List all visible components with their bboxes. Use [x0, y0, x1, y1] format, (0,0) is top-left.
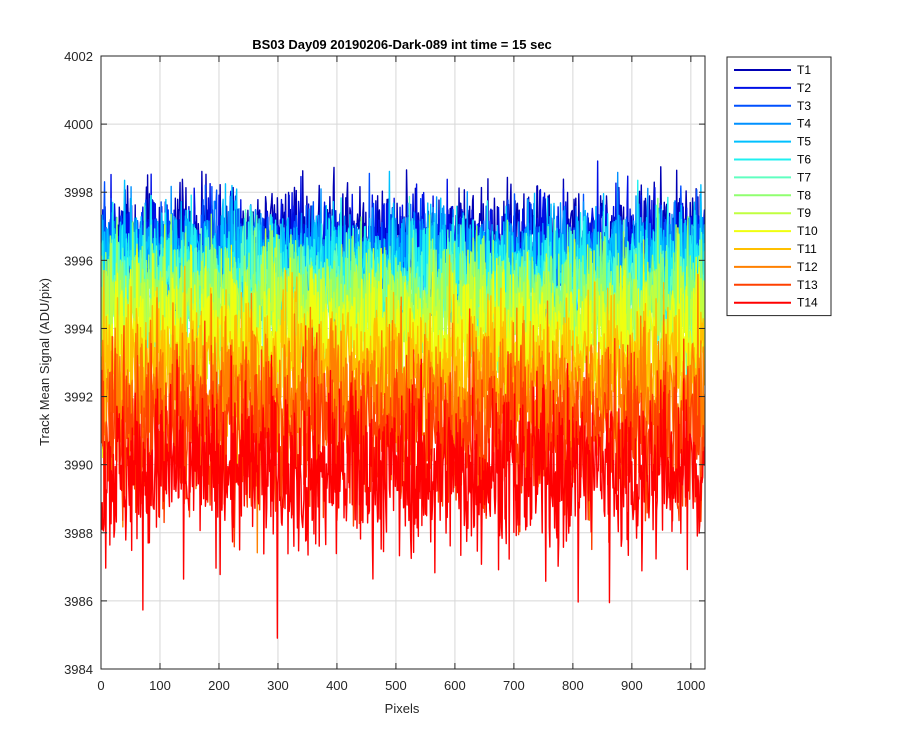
y-axis-label: Track Mean Signal (ADU/pix) [37, 278, 52, 446]
legend-entry: T13 [797, 278, 818, 292]
x-tick-label: 900 [621, 678, 643, 693]
y-tick-label: 3998 [64, 185, 93, 200]
y-tick-label: 3994 [64, 321, 93, 336]
x-tick-label: 0 [97, 678, 104, 693]
legend-entry: T11 [797, 242, 817, 256]
y-tick-label: 3988 [64, 526, 93, 541]
y-tick-label: 3986 [64, 594, 93, 609]
x-tick-label: 200 [208, 678, 230, 693]
y-tick-label: 3996 [64, 253, 93, 268]
legend-entry: T14 [797, 296, 818, 310]
legend-box [726, 56, 832, 317]
y-tick-label: 4002 [64, 49, 93, 64]
y-tick-label: 3984 [64, 662, 93, 677]
legend-entry: T1 [797, 63, 811, 77]
x-tick-label: 700 [503, 678, 525, 693]
chart-title: BS03 Day09 20190206-Dark-089 int time = … [252, 37, 552, 52]
series-group [101, 160, 705, 639]
plot-border [100, 55, 706, 670]
series-line-t14 [101, 354, 705, 639]
x-tick-label: 800 [562, 678, 584, 693]
legend-entry: T6 [797, 153, 811, 167]
x-tick-label: 300 [267, 678, 289, 693]
series-line-t13 [101, 308, 705, 551]
x-tick-label: 400 [326, 678, 348, 693]
legend-entry: T8 [797, 188, 811, 202]
x-tick-label: 100 [149, 678, 171, 693]
x-axis-ticks: 0 100 200 300 400 500 600 700 800 900 1000 [97, 56, 705, 693]
x-tick-label: 1000 [676, 678, 705, 693]
legend-entry: T3 [797, 99, 811, 113]
y-axis-ticks: 3984 3986 3988 3990 3992 3994 3996 3998 4000 4002 [64, 49, 705, 677]
y-tick-label: 4000 [64, 117, 93, 132]
legend-entry: T10 [797, 224, 818, 238]
legend-entry: T7 [797, 170, 811, 184]
legend-entry: T4 [797, 117, 811, 131]
x-tick-label: 500 [385, 678, 407, 693]
legend-entry: T12 [797, 260, 818, 274]
legend-entry: T9 [797, 206, 811, 220]
y-tick-label: 3992 [64, 390, 93, 405]
x-tick-label: 600 [444, 678, 466, 693]
legend: T1 T2 T3 T4 T5 T6 T7 T8 T9 T10 T11 T12 T13 T14 [726, 56, 832, 317]
legend-entry: T2 [797, 81, 811, 95]
x-axis-label: Pixels [385, 701, 420, 716]
legend-entry: T5 [797, 135, 811, 149]
y-tick-label: 3990 [64, 458, 93, 473]
